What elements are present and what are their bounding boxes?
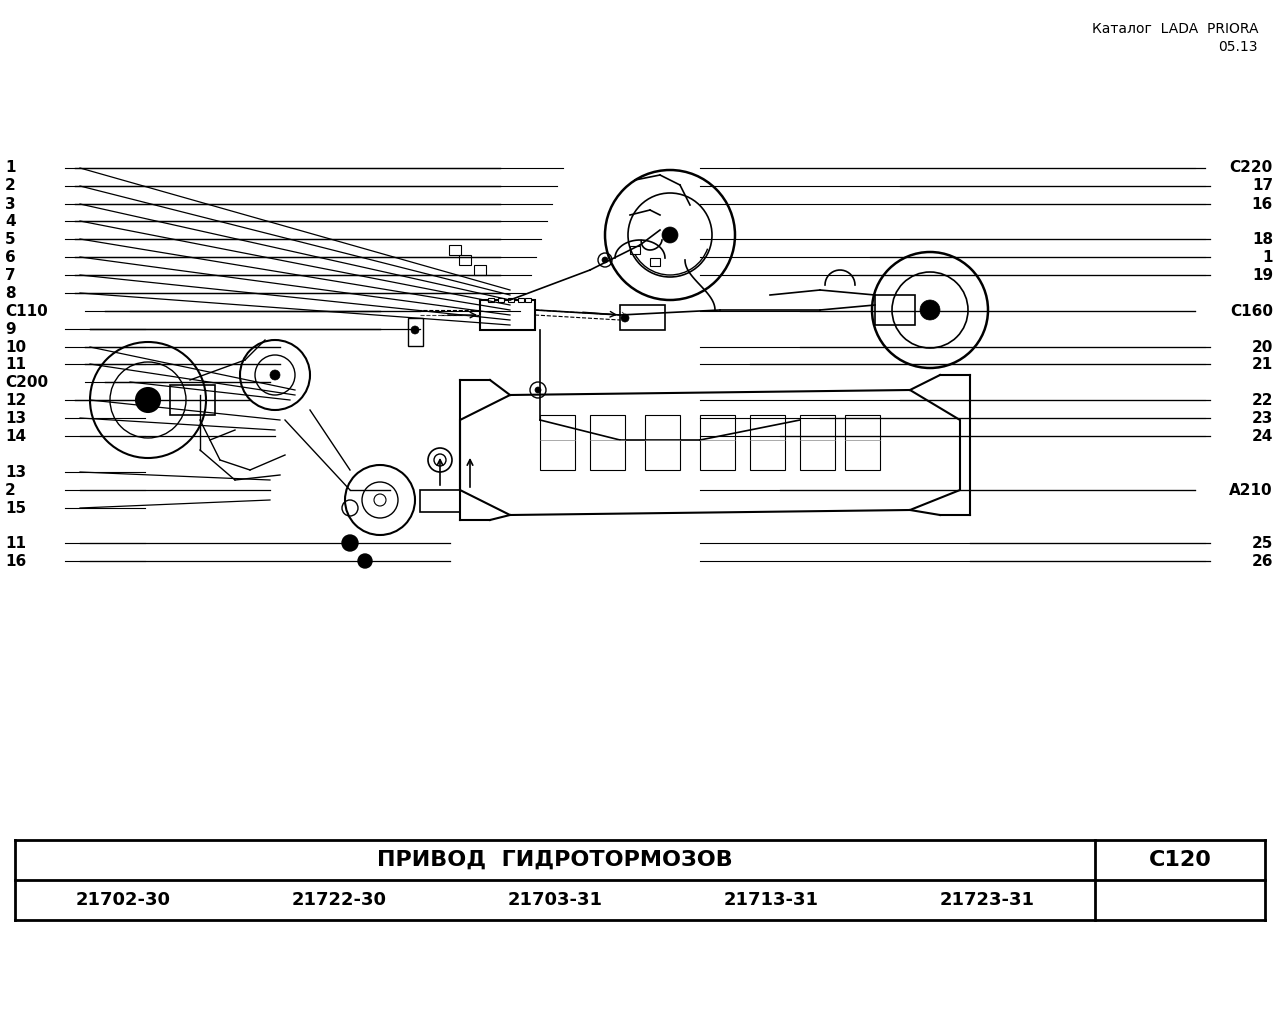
Text: Каталог  LADA  PRIORA: Каталог LADA PRIORA: [1092, 22, 1258, 36]
Bar: [645, 415, 680, 470]
Circle shape: [602, 257, 608, 263]
Text: 25: 25: [1252, 535, 1274, 550]
Text: 19: 19: [1252, 268, 1274, 283]
Text: 1: 1: [1262, 249, 1274, 264]
Text: 4: 4: [5, 213, 15, 229]
Bar: [410, 331, 417, 339]
Text: 21713-31: 21713-31: [723, 891, 818, 909]
Circle shape: [142, 394, 154, 406]
Text: 21703-31: 21703-31: [507, 891, 603, 909]
Circle shape: [920, 300, 940, 320]
Text: 13: 13: [5, 465, 26, 480]
Text: 5: 5: [5, 232, 15, 246]
Bar: [498, 298, 504, 302]
Bar: [845, 415, 881, 470]
Text: 16: 16: [5, 553, 27, 569]
Bar: [750, 415, 785, 470]
Text: 22: 22: [1252, 392, 1274, 407]
Text: С220: С220: [1230, 160, 1274, 176]
Bar: [170, 385, 215, 415]
Bar: [700, 415, 735, 470]
Text: 6: 6: [5, 249, 15, 264]
Text: 7: 7: [5, 268, 15, 283]
Text: 2: 2: [5, 179, 15, 194]
Circle shape: [136, 388, 160, 412]
Text: 3: 3: [5, 196, 15, 211]
Text: 21702-30: 21702-30: [76, 891, 170, 909]
Bar: [411, 326, 419, 334]
Circle shape: [535, 387, 541, 393]
Text: 13: 13: [5, 410, 26, 426]
Text: 26: 26: [1252, 553, 1274, 569]
Text: С200: С200: [5, 375, 49, 389]
Text: 21: 21: [1252, 356, 1274, 372]
Text: 15: 15: [5, 500, 26, 516]
Bar: [474, 265, 486, 275]
Text: 18: 18: [1252, 232, 1274, 246]
Text: 05.13: 05.13: [1219, 40, 1258, 54]
Bar: [488, 298, 494, 302]
Text: 9: 9: [5, 322, 15, 337]
Text: 11: 11: [5, 356, 26, 372]
Text: 24: 24: [1252, 429, 1274, 443]
Bar: [540, 415, 575, 470]
Text: 12: 12: [5, 392, 27, 407]
Circle shape: [358, 554, 372, 568]
Bar: [420, 490, 460, 512]
Text: 8: 8: [5, 286, 15, 300]
Bar: [630, 246, 640, 254]
Text: 10: 10: [5, 340, 26, 354]
Text: 21723-31: 21723-31: [940, 891, 1034, 909]
Circle shape: [270, 370, 280, 380]
Text: 21722-30: 21722-30: [292, 891, 387, 909]
Text: С160: С160: [1230, 303, 1274, 319]
Text: 20: 20: [1252, 340, 1274, 354]
Bar: [449, 245, 461, 255]
Bar: [800, 415, 835, 470]
Bar: [590, 415, 625, 470]
Circle shape: [342, 535, 358, 551]
Bar: [408, 321, 416, 329]
Text: 1: 1: [5, 160, 15, 176]
Bar: [508, 298, 515, 302]
Bar: [525, 298, 531, 302]
Circle shape: [662, 227, 678, 243]
Text: 17: 17: [1252, 179, 1274, 194]
Text: 23: 23: [1252, 410, 1274, 426]
Bar: [518, 298, 524, 302]
Text: С110: С110: [5, 303, 47, 319]
Circle shape: [411, 326, 419, 334]
Text: 16: 16: [1252, 196, 1274, 211]
Polygon shape: [460, 390, 960, 515]
Text: А210: А210: [1229, 483, 1274, 497]
Circle shape: [621, 314, 628, 322]
Bar: [650, 258, 660, 266]
Text: 2: 2: [5, 483, 15, 497]
Text: 11: 11: [5, 535, 26, 550]
Bar: [480, 300, 535, 330]
Bar: [876, 295, 915, 325]
Bar: [620, 305, 666, 330]
Bar: [408, 318, 422, 346]
Text: 14: 14: [5, 429, 26, 443]
Text: С120: С120: [1148, 850, 1211, 870]
Bar: [460, 255, 471, 265]
Text: ПРИВОД  ГИДРОТОРМОЗОВ: ПРИВОД ГИДРОТОРМОЗОВ: [378, 850, 733, 870]
